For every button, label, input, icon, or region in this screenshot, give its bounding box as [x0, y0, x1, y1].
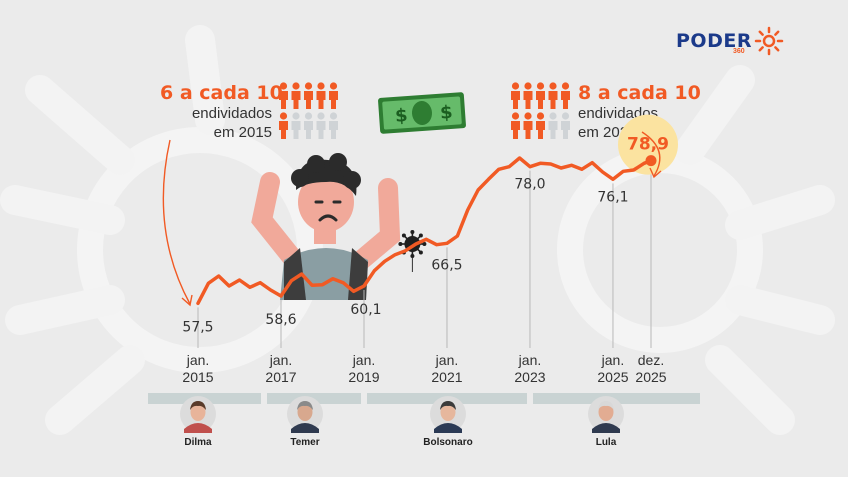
virus-icon [398, 230, 427, 258]
president-name: Temer [290, 437, 320, 448]
person-icon [536, 112, 545, 139]
stat-2015-headline: 6 a cada 10 [160, 82, 283, 104]
person-icon [523, 112, 533, 139]
people-pictogram-2015 [279, 82, 338, 139]
person-icon [536, 82, 545, 109]
highlight-circle [618, 114, 678, 175]
person-icon [304, 82, 313, 109]
x-tick-label: jan. 2017 [265, 352, 297, 385]
person-icon [561, 82, 570, 109]
brand-sub: 360 [733, 48, 745, 55]
person-icon [291, 82, 301, 109]
person-icon [548, 112, 558, 139]
money-bill-icon: $ $ [378, 92, 466, 134]
x-tick-label: jan. 2021 [431, 352, 463, 385]
person-icon [561, 112, 570, 139]
stat-2015-line2: em 2015 [213, 124, 272, 141]
person-icon [548, 82, 558, 109]
data-label: 78,0 [514, 177, 545, 193]
data-label: 58,6 [265, 312, 296, 328]
svg-text:$: $ [394, 105, 408, 127]
person-icon [511, 82, 520, 109]
data-label: 66,5 [431, 257, 462, 273]
x-tick-label: jan. 2023 [514, 352, 546, 385]
stat-2025-headline: 8 a cada 10 [578, 82, 701, 104]
poder360-logo: PODER 360 [676, 26, 784, 56]
person-icon [511, 112, 520, 139]
brand-name: PODER [676, 30, 752, 52]
president-avatar [180, 396, 216, 433]
sun-icon [754, 26, 784, 56]
president-term-bar [532, 393, 700, 404]
x-tick-label: jan. 2025 [597, 352, 629, 385]
data-point [645, 155, 657, 167]
x-tick-label: jan. 2019 [348, 352, 380, 385]
person-icon [316, 112, 326, 139]
x-tick-label: jan. 2015 [182, 352, 214, 385]
person-icon [329, 112, 338, 139]
stat-2015: 6 a cada 10 endividados em 2015 [160, 82, 283, 142]
person-icon [329, 82, 338, 109]
president-avatar [287, 396, 323, 433]
president-avatar [430, 396, 466, 433]
data-label: 60,1 [350, 302, 381, 318]
person-icon [279, 82, 288, 109]
person-icon [523, 82, 533, 109]
data-label: 57,5 [182, 319, 213, 335]
stat-2015-line1: endividados [191, 105, 272, 122]
person-icon [316, 82, 326, 109]
pointer-arrow-2025 [641, 131, 661, 177]
person-icon [291, 112, 301, 139]
pointer-arrow-2015 [162, 139, 191, 305]
president-name: Dilma [184, 437, 212, 448]
president-name: Lula [595, 437, 617, 448]
people-pictogram-2025 [511, 82, 570, 139]
data-label: 76,1 [597, 189, 628, 205]
x-tick-label: dez. 2025 [635, 352, 667, 385]
president-name: Bolsonaro [423, 437, 473, 448]
person-icon [304, 112, 313, 139]
person-icon [279, 112, 288, 139]
president-avatar [588, 396, 624, 433]
series-line [196, 156, 653, 306]
svg-text:$: $ [439, 102, 453, 124]
data-label: 78,9 [627, 135, 669, 155]
sad-person-illustration [251, 153, 401, 300]
